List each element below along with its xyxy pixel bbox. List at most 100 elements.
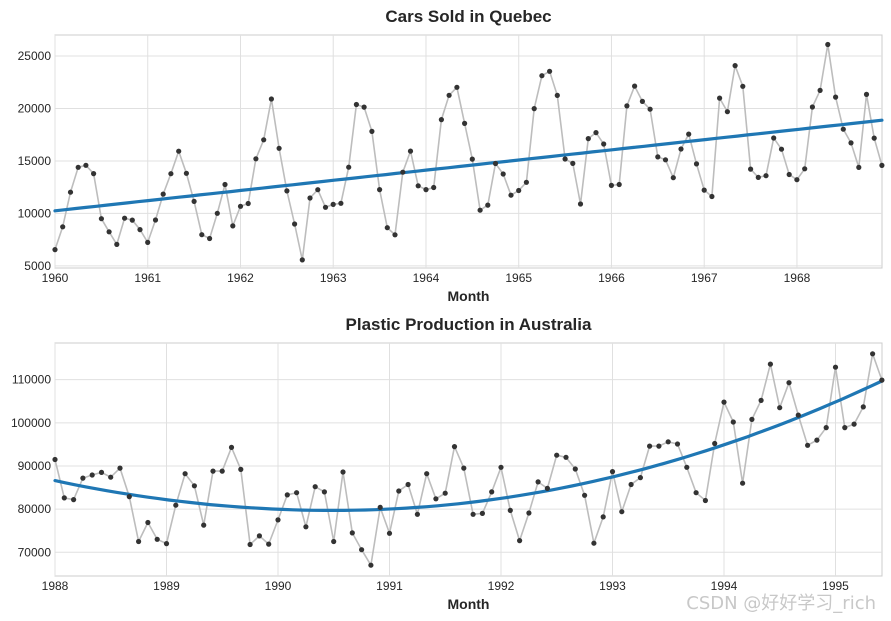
data-point [407,148,414,154]
data-point [879,162,885,168]
data-point [601,141,607,147]
data-point [321,489,327,495]
x-tick-label: 1992 [488,579,515,593]
data-point [469,156,475,162]
data-point [628,481,634,488]
data-point [222,181,228,188]
chart-title: Cars Sold in Quebec [385,7,551,26]
data-point [795,412,801,418]
data-point [247,541,253,548]
data-point [384,225,390,231]
data-point [508,192,514,198]
data-point [392,232,398,238]
data-point [176,148,182,154]
data-point [340,469,346,475]
data-point [477,207,483,213]
data-point [786,380,792,386]
data-point [446,92,452,98]
data-point [544,485,551,491]
y-tick-label: 10000 [18,206,52,220]
data-point [349,530,355,536]
data-point [717,95,723,101]
data-point [52,247,58,253]
x-tick-label: 1968 [784,271,811,285]
data-point [758,397,764,403]
data-point [315,187,321,193]
data-point [137,227,143,233]
data-point [292,221,298,227]
data-point [145,519,151,526]
data-point [284,492,290,498]
data-point [276,145,282,151]
data-point [517,538,523,544]
data-point [647,106,653,112]
data-point [424,471,430,477]
x-tick-label: 1960 [42,271,69,285]
chart-title: Plastic Production in Australia [346,315,592,334]
data-point [98,216,104,222]
data-point [122,215,128,221]
data-point [183,170,189,176]
grid [54,343,882,576]
data-point [531,106,537,112]
data-point [577,201,584,207]
data-point [794,177,800,183]
data-point [647,443,653,449]
data-point [129,217,135,223]
data-point [763,173,769,179]
data-point [585,136,591,142]
data-point [879,377,885,383]
y-axis-ticks: 5000 10000 15000 20000 25000 [18,49,52,273]
data-point [442,490,448,496]
data-point [740,480,746,486]
series [52,41,885,263]
data-point [840,126,846,132]
data-point [755,174,761,180]
data-point [338,200,344,206]
data-point [732,63,738,69]
x-tick-label: 1961 [134,271,161,285]
data-point [740,83,746,89]
watermark-text: CSDN @好好学习_rich [686,593,876,614]
data-point [108,474,114,480]
data-point [117,465,123,471]
data-point [608,182,615,188]
data-point [619,509,625,515]
data-point [842,425,848,431]
data-point [462,120,468,126]
data-point [500,171,506,177]
data-point [632,83,638,89]
y-axis-ticks: 70000 80000 90000 100000 110000 [11,373,51,560]
data-point [833,94,839,100]
data-point [253,156,259,162]
data-point [712,440,718,447]
data-point [593,130,599,136]
data-point [219,468,225,474]
data-point [639,98,646,104]
x-tick-label: 1967 [691,271,718,285]
data-point [526,510,532,516]
data-point [98,469,105,475]
x-tick-label: 1994 [711,579,738,593]
x-axis-label: Month [448,288,490,304]
data-point [786,171,792,178]
data-point [160,191,166,197]
data-point [860,404,866,410]
data-point [665,439,671,445]
x-tick-label: 1988 [42,579,69,593]
data-point [777,405,783,411]
data-point [303,524,309,530]
data-point [554,92,560,98]
data-point [83,162,89,168]
y-tick-label: 70000 [18,545,52,559]
series-line [54,350,883,568]
data-point [730,419,736,425]
data-point [438,117,444,123]
data-point [284,188,290,194]
data-point [299,257,305,263]
data-point [461,465,467,471]
data-point [377,187,383,193]
data-point [686,131,692,137]
